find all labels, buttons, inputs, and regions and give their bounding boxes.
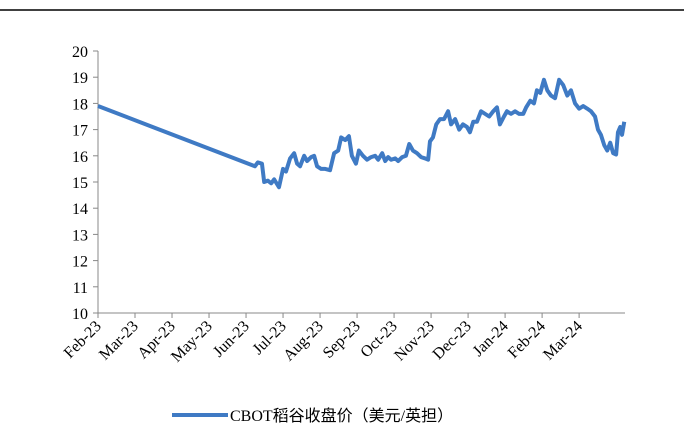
x-tick-label: Feb-24: [505, 318, 549, 362]
y-tick-label: 17: [72, 123, 88, 140]
data-line: [97, 77, 627, 190]
y-tick-label: 16: [72, 149, 88, 166]
x-tick-label: Nov-23: [391, 318, 438, 365]
y-tick-label: 18: [72, 96, 88, 113]
x-tick-label: May-23: [168, 318, 216, 366]
y-tick-label: 10: [72, 306, 88, 323]
legend-label: CBOT稻谷收盘价（美元/英担）: [230, 406, 453, 425]
x-tick-label: Jun-23: [210, 318, 253, 361]
y-tick-label: 13: [72, 227, 88, 244]
y-tick-label: 11: [73, 280, 88, 297]
y-tick-label: 15: [72, 175, 88, 192]
x-tick-label: Aug-23: [280, 318, 327, 365]
x-tick-label: Sep-23: [320, 318, 364, 362]
x-tick-label: Mar-24: [540, 318, 586, 364]
x-tick-label: Feb-23: [61, 318, 105, 362]
x-tick-label: Mar-23: [96, 318, 142, 364]
y-tick-label: 14: [72, 201, 88, 218]
y-tick-label: 20: [72, 44, 88, 61]
x-tick-label: Dec-23: [430, 318, 475, 363]
y-tick-label: 19: [72, 70, 88, 87]
x-tick-label: Jan-24: [470, 318, 512, 360]
y-tick-label: 12: [72, 254, 88, 271]
